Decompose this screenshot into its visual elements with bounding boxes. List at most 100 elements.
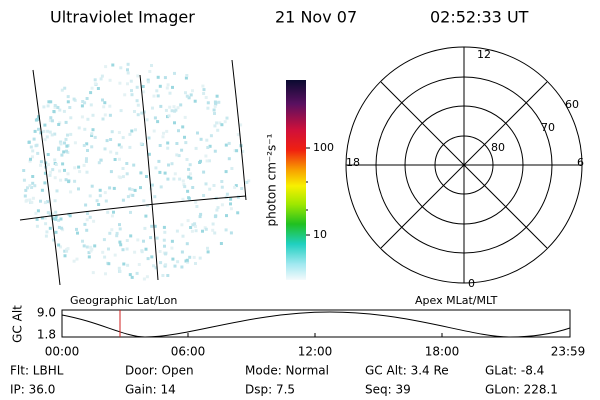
pixel [131, 193, 135, 197]
status: Flt: LBHL Door: Open Mode: Normal GC Alt: 3… [10, 364, 558, 397]
pixel [194, 229, 198, 233]
pixel [192, 255, 196, 259]
pixel [216, 206, 220, 210]
pixel [46, 129, 50, 133]
pixel [66, 133, 69, 137]
pixel [99, 77, 103, 81]
pixel [54, 217, 58, 221]
pixel [63, 254, 67, 258]
colorbar-label: photon cm⁻²s⁻¹ [265, 133, 279, 226]
pixel [52, 238, 56, 242]
pixel [61, 162, 65, 166]
orbit-right-title: Apex MLat/MLT [415, 294, 498, 307]
pixel [143, 226, 147, 230]
pixel [115, 231, 119, 235]
pixel [51, 168, 55, 172]
pixel [161, 274, 165, 277]
pixel [191, 186, 195, 189]
pixel [62, 150, 66, 154]
pixel [189, 93, 193, 97]
pixel [220, 185, 224, 189]
pixel [183, 185, 187, 189]
pixel [171, 85, 174, 89]
pixel [110, 214, 114, 218]
pixel [112, 186, 116, 190]
status-field: Dsp: 7.5 [245, 383, 295, 397]
pixel [91, 113, 95, 117]
pixel [139, 142, 143, 146]
pixel [148, 70, 152, 73]
pixel [64, 137, 68, 141]
pixel [180, 223, 184, 227]
pixel [164, 108, 168, 112]
pixel [91, 271, 95, 275]
pixel [146, 257, 150, 261]
pixel [25, 198, 29, 202]
pixel [42, 105, 46, 109]
pixel [218, 121, 222, 125]
pixel [158, 170, 162, 174]
pixel [135, 99, 139, 103]
pixel [206, 106, 210, 110]
pixel [97, 161, 101, 165]
pixel [159, 104, 163, 108]
pixel [54, 210, 58, 214]
orbit-x-tick: 18:00 [425, 345, 460, 359]
pixel [86, 117, 90, 121]
pixel [136, 103, 140, 107]
orbit-x-tick: 23:59 [551, 345, 586, 359]
pixel [136, 238, 140, 242]
pixel [44, 234, 48, 238]
pixel [126, 68, 129, 72]
pixel [159, 185, 163, 189]
pixel [135, 85, 139, 89]
pixel [73, 166, 77, 170]
pixel [63, 168, 66, 172]
pixel [22, 169, 26, 172]
pixel [187, 196, 191, 200]
pixel [43, 138, 47, 142]
pixel [180, 148, 184, 152]
pixel [142, 277, 146, 281]
pixel [163, 76, 167, 80]
pixel [83, 127, 87, 131]
pixel [52, 110, 56, 113]
pixel [136, 74, 140, 78]
pixel [196, 131, 199, 135]
pixel [173, 71, 176, 75]
pixel [145, 118, 149, 122]
pixel [139, 186, 142, 190]
pixel [48, 212, 52, 216]
pixel [245, 180, 249, 184]
pixel [137, 263, 141, 266]
pixel [150, 183, 154, 187]
pixel [177, 154, 181, 158]
pixel [90, 145, 94, 149]
pixel [188, 172, 192, 176]
pixel [158, 250, 162, 253]
pixel [170, 162, 174, 166]
pixel [198, 256, 202, 260]
pixel [213, 149, 217, 153]
pixel [223, 120, 227, 124]
pixel [215, 94, 219, 98]
pixel [43, 216, 47, 220]
pixel [62, 109, 66, 113]
pixel [43, 123, 47, 127]
pixel [146, 204, 150, 207]
pixel [130, 275, 134, 279]
pixel [49, 116, 53, 120]
pixel [43, 201, 47, 205]
pixel [129, 79, 133, 83]
pixel [134, 128, 137, 132]
pixel [119, 66, 123, 70]
pixel [213, 215, 217, 219]
pixel [176, 106, 180, 110]
pixel [153, 224, 157, 228]
pixel [56, 106, 60, 109]
pixel [53, 176, 57, 180]
pixel [113, 253, 117, 257]
mlt-label: 18 [346, 156, 360, 169]
pixel [183, 115, 187, 119]
